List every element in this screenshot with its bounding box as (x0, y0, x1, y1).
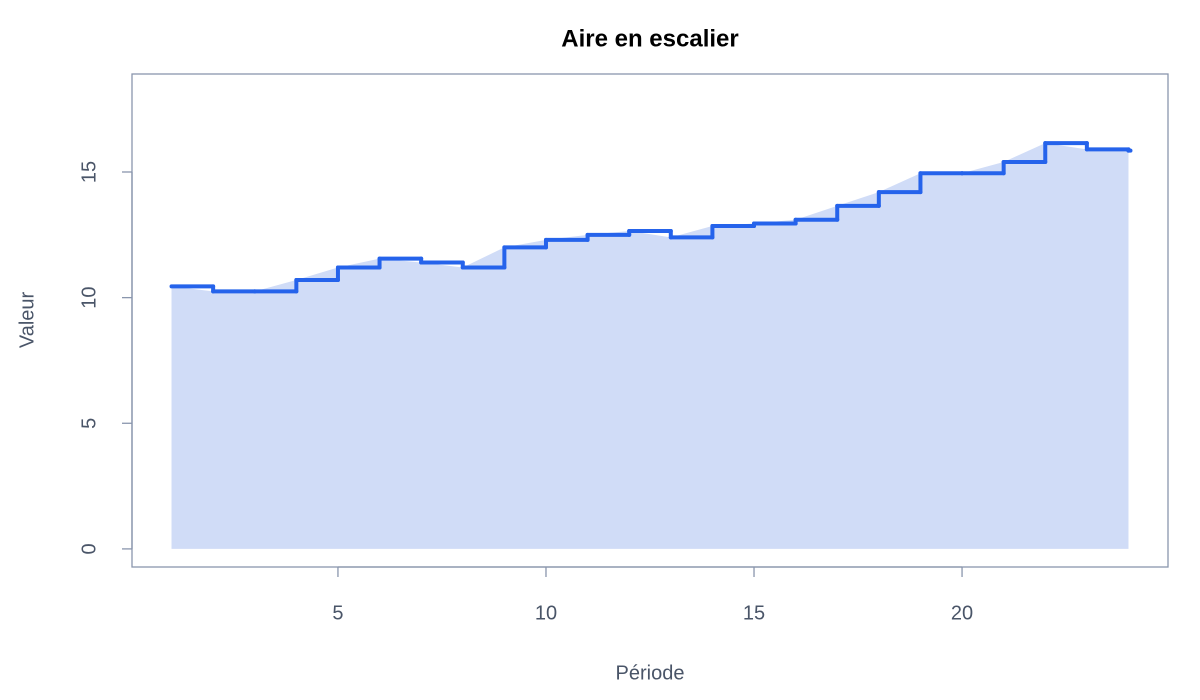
y-tick-label: 10 (78, 287, 100, 309)
x-tick-label: 15 (743, 602, 765, 624)
y-tick-label: 0 (78, 543, 100, 554)
x-tick-label: 5 (332, 602, 343, 624)
y-tick-label: 15 (78, 161, 100, 183)
y-axis-label: Valeur (16, 291, 38, 348)
chart-title: Aire en escalier (561, 25, 738, 52)
x-tick-label: 10 (535, 602, 557, 624)
x-axis-label: Période (616, 662, 685, 684)
area (171, 143, 1129, 549)
y-tick-label: 5 (78, 418, 100, 429)
x-tick-label: 20 (951, 602, 973, 624)
